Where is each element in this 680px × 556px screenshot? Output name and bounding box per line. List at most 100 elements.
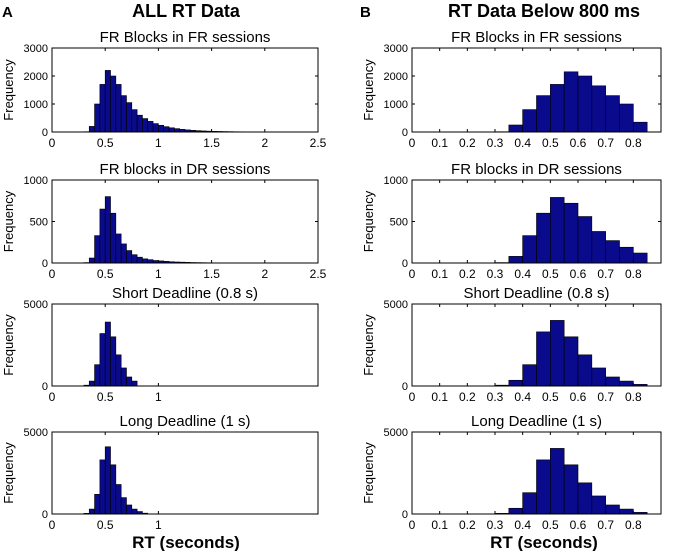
panel-a-plot-1-ytick-label: 1000 bbox=[24, 99, 48, 111]
panel-b-plot-3-ytick-label: 5000 bbox=[384, 299, 408, 311]
panel-a-plot-2-bar bbox=[95, 236, 100, 263]
panel-a-letter: A bbox=[2, 4, 13, 21]
panel-b-plot-3-xtick-label: 0.5 bbox=[542, 390, 559, 404]
panel-b-plot-3-xtick-label: 0.7 bbox=[597, 390, 614, 404]
panel-b-plot-4-bar bbox=[620, 509, 634, 514]
panel-b-plot-2-ytick-label: 1000 bbox=[384, 175, 408, 187]
panel-a-plot-3-bar bbox=[89, 381, 94, 386]
panel-b-plot-1-ytick-label: 3000 bbox=[384, 43, 408, 55]
panel-a-plot-4-title: Long Deadline (1 s) bbox=[120, 413, 251, 430]
panel-b-plot-1-xtick-label: 0 bbox=[409, 136, 416, 150]
panel-b-plot-4-ytick-label: 5000 bbox=[384, 427, 408, 439]
panel-b-plot-1-bar bbox=[606, 96, 620, 132]
panel-b-plot-3-bar bbox=[620, 381, 634, 386]
panel-a-plot-1-xtick-label: 1 bbox=[155, 136, 162, 150]
panel-b-plot-2-xtick-label: 0.1 bbox=[431, 267, 448, 281]
panel-b-plot-2-bar bbox=[550, 197, 564, 263]
panel-a-plot-4-bar bbox=[126, 505, 131, 514]
panel-a-plot-4-bar bbox=[121, 498, 126, 514]
panel-b-plot-4-xtick-label: 0.4 bbox=[514, 518, 531, 532]
panel-a-plot-1-bar bbox=[116, 84, 121, 132]
panel-a-plot-1-bar bbox=[158, 125, 163, 132]
panel-b-plot-3-title: Short Deadline (0.8 s) bbox=[464, 285, 610, 302]
panel-a-plot-1-bar bbox=[100, 84, 105, 132]
panel-a-plot-1-bar bbox=[142, 119, 147, 132]
panel-b-plot-1-bar bbox=[578, 76, 592, 132]
panel-b-plot-1-xtick-label: 0.6 bbox=[570, 136, 587, 150]
panel-b-plot-2-xtick-label: 0.6 bbox=[570, 267, 587, 281]
panel-b-plot-1-bar bbox=[620, 104, 634, 132]
panel-a-plot-1-bar bbox=[89, 126, 94, 132]
panel-a-plot-3-xtick-label: 0 bbox=[49, 390, 56, 404]
panel-a-plot-1-xtick-label: 2 bbox=[261, 136, 268, 150]
panel-a-plot-3-ylabel: Frequency bbox=[1, 314, 16, 376]
panel-a-plot-3-bar bbox=[111, 337, 116, 386]
panel-a-plot-1-bar bbox=[137, 115, 142, 132]
panel-a-plot-2-xtick-label: 2.5 bbox=[310, 267, 327, 281]
panel-a-plot-1-ytick-label: 3000 bbox=[24, 43, 48, 55]
panel-a-plot-3-xtick-label: 0.5 bbox=[97, 390, 114, 404]
panel-b-plot-4-bar bbox=[564, 465, 578, 514]
panel-a-plot-3-bar bbox=[100, 334, 105, 386]
panel-b-plot-2-ytick-label: 0 bbox=[402, 258, 408, 270]
panel-b-plot-1-xtick-label: 0.5 bbox=[542, 136, 559, 150]
panel-b-plot-1-bar bbox=[509, 125, 523, 132]
panel-a-plot-3-axes-box bbox=[52, 304, 318, 386]
panel-a-plot-3-bar bbox=[126, 377, 131, 386]
panel-a-plot-1-bar bbox=[153, 124, 158, 132]
panel-b-plot-2-xtick-label: 0.5 bbox=[542, 267, 559, 281]
panel-b-plot-2-bar bbox=[633, 253, 647, 263]
panel-a-plot-4-bar bbox=[132, 509, 137, 514]
panel-b-xlabel: RT (seconds) bbox=[490, 533, 598, 551]
panel-a-plot-1-axes-box bbox=[52, 48, 318, 132]
panel-a-plot-3-ytick-label: 5000 bbox=[24, 299, 48, 311]
panel-b-plot-1-bar bbox=[564, 72, 578, 132]
panel-b-plot-2-xtick-label: 0.3 bbox=[487, 267, 504, 281]
panel-a-plot-1-bar bbox=[105, 70, 110, 132]
panel-b-plot-4-bar bbox=[537, 460, 551, 514]
panel-b-plot-4-bar bbox=[523, 493, 537, 514]
panel-b-plot-2-bar bbox=[523, 236, 537, 263]
panel-a-plot-4-ytick-label: 0 bbox=[42, 509, 48, 521]
panel-b-plot-3-xtick-label: 0.4 bbox=[514, 390, 531, 404]
panel-b-plot-4-bar bbox=[606, 505, 620, 514]
panel-b-plot-1-bar bbox=[633, 122, 647, 132]
panel-a-plot-2-xtick-label: 1 bbox=[155, 267, 162, 281]
panel-b-plot-2-bar bbox=[620, 247, 634, 263]
panel-b-plot-4-xtick-label: 0.1 bbox=[431, 518, 448, 532]
panel-a-plot-1-ylabel: Frequency bbox=[1, 59, 16, 121]
panel-b-plot-3-ylabel: Frequency bbox=[361, 314, 376, 376]
panel-a-plot-4-bar bbox=[116, 484, 121, 514]
panel-a-plot-2-bar bbox=[111, 213, 116, 263]
panel-a-plot-1-bar bbox=[126, 103, 131, 132]
panel-b-plot-1-xtick-label: 0.1 bbox=[431, 136, 448, 150]
panel-a-plot-4-bar bbox=[111, 465, 116, 514]
panel-b-plot-1-bar bbox=[550, 84, 564, 132]
panel-a-plot-3-bar bbox=[121, 368, 126, 386]
panel-a-plot-1-bar bbox=[164, 127, 169, 132]
panel-a-plot-4-bar bbox=[89, 509, 94, 514]
panel-b-plot-4-ylabel: Frequency bbox=[361, 442, 376, 504]
panel-b-plot-3-bar bbox=[578, 355, 592, 386]
panel-b-plot-2-xtick-label: 0.4 bbox=[514, 267, 531, 281]
panel-b-plot-3-xtick-label: 0.8 bbox=[625, 390, 642, 404]
panel-a-plot-4-bar bbox=[105, 447, 110, 514]
panel-a-plot-2-bar bbox=[126, 251, 131, 263]
panel-b-plot-1-xtick-label: 0.3 bbox=[487, 136, 504, 150]
panel-a-plot-2-bar bbox=[142, 259, 147, 263]
panel-b-plot-1-ylabel: Frequency bbox=[361, 59, 376, 121]
panel-a-plot-1-bar bbox=[95, 104, 100, 132]
panel-b-plot-3-bar bbox=[606, 377, 620, 386]
panel-b-plot-1-bar bbox=[592, 86, 606, 132]
panel-a-plot-3-ytick-label: 0 bbox=[42, 381, 48, 393]
panel-a-plot-2-bar bbox=[137, 257, 142, 263]
panel-a-plot-1-bar bbox=[121, 96, 126, 132]
panel-a-plot-1-bar bbox=[132, 110, 137, 132]
